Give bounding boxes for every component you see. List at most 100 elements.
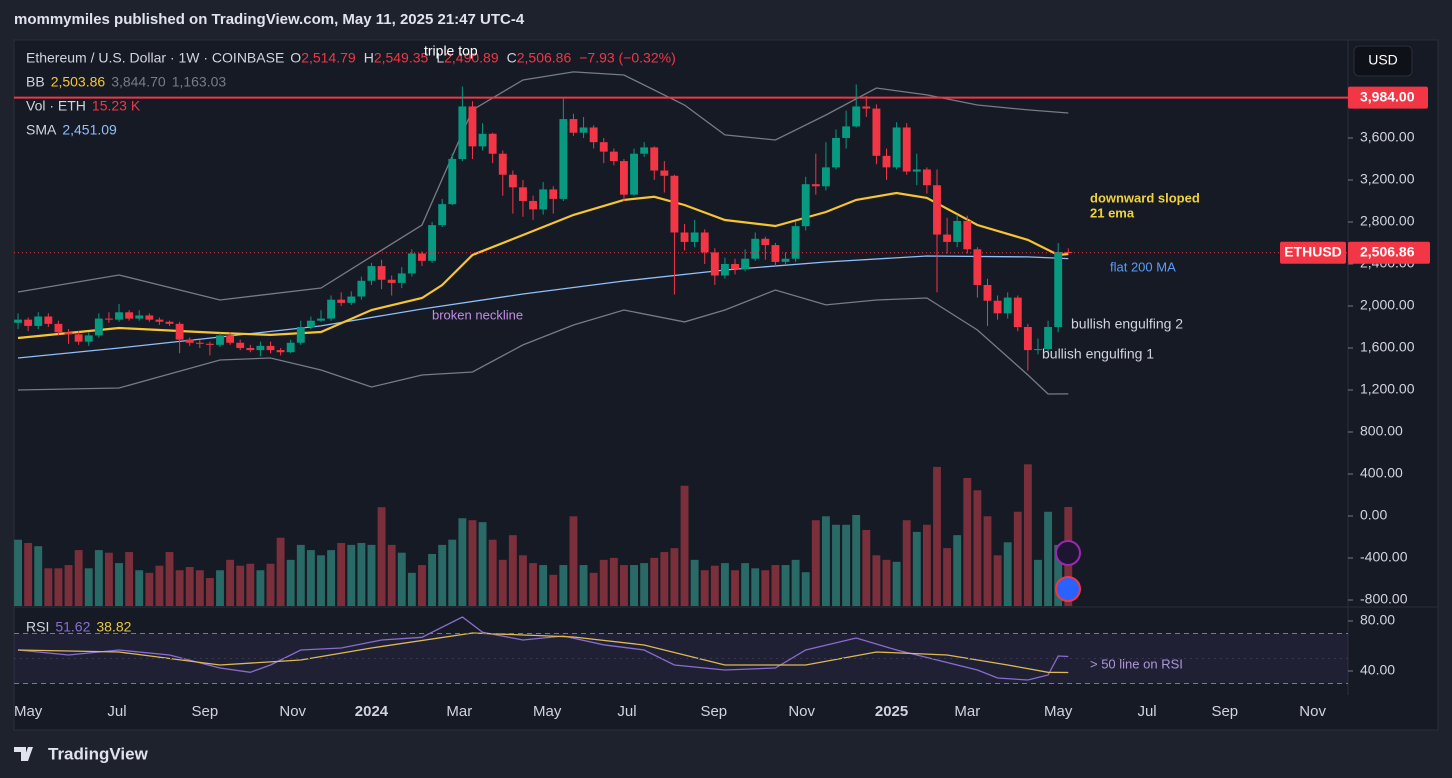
- candle-body: [1013, 297, 1022, 327]
- x-tick-label: Sep: [192, 703, 219, 720]
- volume-bar: [185, 567, 194, 606]
- legend-text: 15.23 K: [92, 98, 141, 114]
- legend-text: 3,844.70: [111, 74, 166, 90]
- volume-bar: [842, 524, 851, 606]
- x-tick-label: Nov: [1299, 703, 1326, 720]
- candle-body: [14, 319, 22, 323]
- volume-bar: [34, 546, 43, 606]
- volume-bar: [276, 537, 285, 606]
- candle-body: [519, 187, 527, 201]
- x-tick-label: Mar: [954, 703, 980, 720]
- candle-body: [1003, 297, 1012, 314]
- volume-bar: [84, 568, 93, 606]
- candle-body: [34, 316, 43, 326]
- volume-bar: [751, 568, 760, 606]
- volume-bar: [852, 515, 861, 606]
- candle-body: [599, 142, 608, 152]
- logo: [14, 747, 33, 761]
- volume-bar: [569, 516, 578, 606]
- candle-body: [700, 232, 709, 253]
- legend-text: SMA: [26, 122, 57, 138]
- annotation: 21 ema: [1090, 205, 1135, 220]
- chart-panel: [13, 39, 1439, 731]
- annotation: > 50 line on RSI: [1090, 656, 1183, 671]
- legend-text: Ethereum / U.S. Dollar · 1W · COINBASE: [26, 50, 284, 66]
- volume-bar: [862, 529, 871, 606]
- volume-bar: [337, 542, 346, 606]
- volume-bar: [24, 542, 33, 606]
- volume-bar: [599, 559, 608, 606]
- annotation: triple top: [424, 43, 478, 59]
- candle-body: [993, 300, 1002, 314]
- candle-body: [64, 332, 73, 335]
- volume-bar: [236, 565, 245, 606]
- candle-body: [771, 245, 780, 262]
- volume-bar: [821, 516, 830, 606]
- x-tick-label: 2024: [355, 703, 389, 720]
- volume-bar: [104, 552, 113, 606]
- candle-body: [498, 153, 507, 175]
- volume-bar: [256, 570, 265, 606]
- volume-bar: [973, 490, 982, 606]
- candle-body: [135, 315, 144, 319]
- volume-bar: [912, 531, 921, 606]
- legend-text: 2,490.89: [444, 50, 499, 66]
- candle-body: [630, 153, 638, 195]
- candle-body: [963, 220, 972, 250]
- candle-body: [1064, 251, 1073, 253]
- volume-bar: [205, 578, 214, 606]
- candle-body: [115, 312, 123, 320]
- annotation: flat 200 MA: [1110, 259, 1176, 274]
- candle-body: [973, 249, 982, 285]
- candle-body: [559, 119, 568, 199]
- candle-body: [24, 319, 33, 326]
- x-tick-label: Nov: [788, 703, 815, 720]
- candle-body: [276, 350, 285, 353]
- candle-body: [862, 106, 871, 109]
- candle-body: [710, 252, 719, 276]
- x-tick-label: 2025: [875, 703, 908, 720]
- legend-text: 2,506.86: [517, 50, 572, 66]
- symbol-tag-bg: [1280, 241, 1346, 264]
- volume-bar: [579, 565, 588, 606]
- legend-text: L: [436, 50, 444, 66]
- candle-body: [488, 133, 497, 154]
- volume-bar: [882, 559, 891, 606]
- candle-body: [852, 106, 861, 127]
- volume-bar: [609, 557, 618, 606]
- candle-body: [953, 220, 962, 242]
- candle-body: [1054, 251, 1063, 327]
- annotation: broken neckline: [432, 307, 523, 322]
- alert-icon: [1055, 540, 1081, 566]
- publish-title: mommymiles published on TradingView.com,…: [14, 11, 525, 28]
- x-tick-label: May: [14, 703, 43, 720]
- candle-body: [912, 169, 921, 172]
- candle-body: [94, 318, 103, 336]
- x-tick-label: May: [1044, 703, 1073, 720]
- legend-text: H: [364, 50, 374, 66]
- rsi-line: [17, 616, 1069, 681]
- currency-button[interactable]: [1353, 45, 1413, 77]
- candle-body: [175, 323, 184, 340]
- legend-text: −7.93 (−0.32%): [579, 50, 676, 66]
- candle-body: [983, 284, 992, 301]
- volume-bar: [963, 477, 972, 606]
- volume-bar: [630, 565, 638, 606]
- last-price-bg: [1348, 241, 1430, 264]
- candle-body: [832, 137, 840, 168]
- legend-text: BB: [26, 74, 45, 90]
- volume-bar: [438, 544, 447, 606]
- candle-body: [185, 339, 194, 343]
- volume-bar: [458, 518, 467, 606]
- volume-bar: [620, 565, 628, 606]
- volume-bar: [175, 570, 184, 606]
- candle-body: [943, 234, 952, 242]
- currency[interactable]: USD: [1368, 52, 1398, 68]
- candle-body: [640, 147, 649, 154]
- volume-bar: [690, 559, 699, 606]
- candle-body: [1023, 326, 1032, 351]
- candle-body: [741, 258, 750, 270]
- volume-bar: [1044, 511, 1053, 606]
- volume-bar: [640, 563, 649, 606]
